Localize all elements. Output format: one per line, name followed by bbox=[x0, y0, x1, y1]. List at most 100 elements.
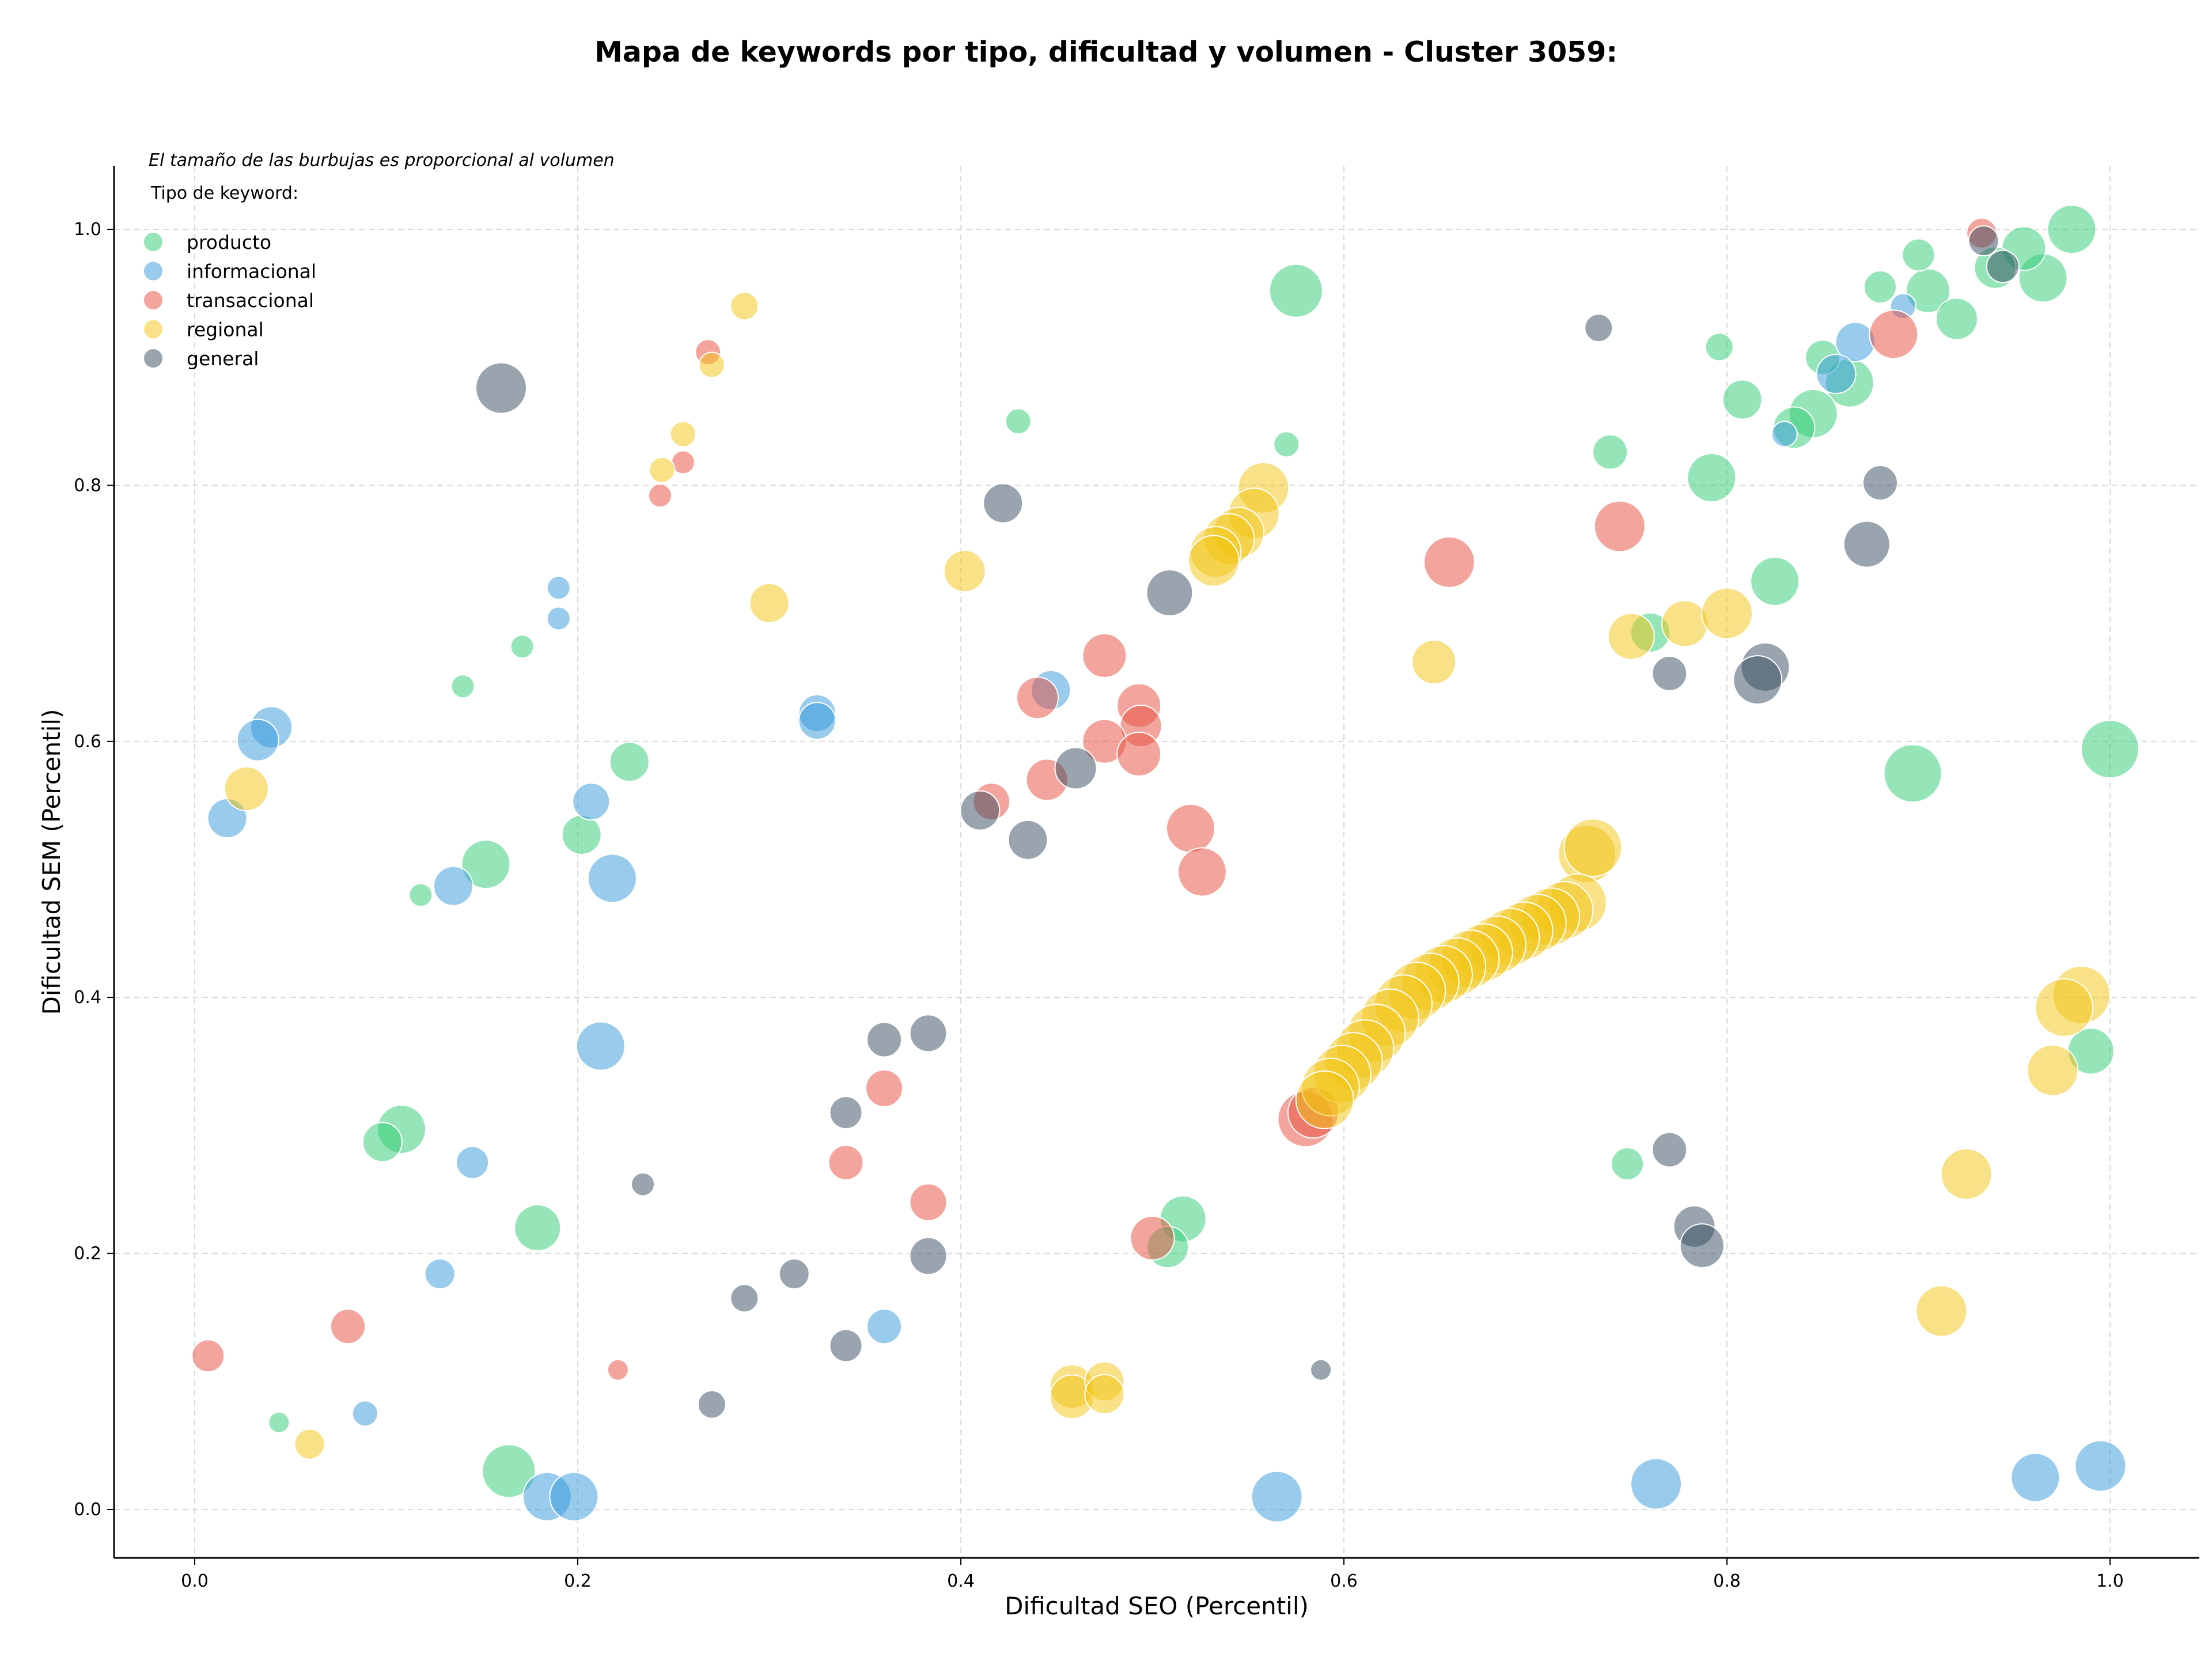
point-transaccional bbox=[909, 1183, 948, 1221]
point-informacional bbox=[456, 1145, 490, 1179]
y-tick-label: 0.2 bbox=[74, 1244, 101, 1264]
point-informacional bbox=[575, 1021, 626, 1071]
point-producto bbox=[1611, 1147, 1645, 1181]
point-general bbox=[829, 1329, 863, 1363]
point-informacional bbox=[1771, 421, 1798, 448]
point-general bbox=[1843, 520, 1891, 568]
point-transaccional bbox=[1130, 1215, 1175, 1261]
point-producto bbox=[1005, 408, 1032, 435]
size-note: El tamaño de las burbujas es proporciona… bbox=[149, 150, 615, 171]
legend-label-producto: producto bbox=[187, 231, 271, 253]
point-general bbox=[1862, 464, 1898, 501]
point-general bbox=[1968, 225, 1999, 256]
point-general bbox=[1310, 1359, 1332, 1381]
point-producto bbox=[362, 1122, 403, 1163]
point-regional bbox=[1563, 818, 1623, 877]
point-general bbox=[631, 1172, 656, 1197]
point-transaccional bbox=[1593, 500, 1646, 553]
point-informacional bbox=[1630, 1458, 1682, 1510]
point-general bbox=[1007, 819, 1048, 860]
point-informacional bbox=[424, 1258, 456, 1290]
grid-lines bbox=[114, 166, 2199, 1558]
point-transaccional bbox=[865, 1069, 903, 1107]
point-producto bbox=[2081, 720, 2139, 779]
point-regional bbox=[2035, 978, 2094, 1037]
legend-label-regional: regional bbox=[187, 319, 264, 341]
legend-marker-transaccional bbox=[143, 290, 164, 311]
point-transaccional bbox=[191, 1339, 225, 1373]
point-general bbox=[909, 1014, 948, 1053]
point-regional bbox=[1084, 1374, 1125, 1415]
point-regional bbox=[1940, 1148, 1993, 1200]
point-producto bbox=[1722, 379, 1763, 420]
point-producto bbox=[1687, 453, 1737, 503]
point-informacional bbox=[587, 853, 637, 903]
point-producto bbox=[1705, 332, 1734, 362]
point-producto bbox=[1273, 431, 1300, 458]
point-general bbox=[829, 1096, 863, 1130]
point-producto bbox=[268, 1411, 290, 1433]
data-points bbox=[191, 205, 2139, 1523]
point-general bbox=[866, 1021, 902, 1058]
point-informacional bbox=[2010, 1452, 2061, 1503]
point-transaccional bbox=[647, 483, 672, 508]
x-tick-label: 1.0 bbox=[2096, 1571, 2124, 1591]
point-informacional bbox=[1816, 354, 1857, 395]
axes bbox=[113, 166, 2199, 1559]
point-informacional bbox=[549, 1471, 599, 1522]
point-general bbox=[1652, 656, 1688, 692]
point-producto bbox=[1902, 238, 1936, 272]
point-producto bbox=[1936, 297, 1978, 340]
y-axis-label: Dificultad SEM (Percentil) bbox=[37, 709, 66, 1015]
point-transaccional bbox=[607, 1359, 629, 1381]
point-general bbox=[778, 1258, 810, 1290]
x-tick-label: 0.4 bbox=[947, 1571, 975, 1591]
point-producto bbox=[1268, 263, 1323, 318]
point-general bbox=[1584, 313, 1613, 343]
point-producto bbox=[514, 1204, 562, 1252]
point-producto bbox=[482, 1444, 536, 1499]
x-tick-label: 0.0 bbox=[181, 1571, 209, 1591]
point-producto bbox=[1592, 434, 1628, 470]
y-tick-label: 1.0 bbox=[74, 220, 101, 240]
point-general bbox=[909, 1237, 948, 1276]
point-regional bbox=[224, 766, 269, 812]
point-regional bbox=[1411, 640, 1457, 685]
point-producto bbox=[1750, 557, 1800, 607]
y-tick-label: 0.6 bbox=[74, 732, 101, 752]
y-tick-label: 0.8 bbox=[74, 475, 101, 495]
y-tick-label: 0.4 bbox=[74, 987, 101, 1008]
point-regional bbox=[649, 456, 676, 483]
point-producto bbox=[450, 674, 475, 699]
point-regional bbox=[730, 292, 759, 321]
point-informacional bbox=[433, 865, 474, 906]
point-transaccional bbox=[1423, 536, 1475, 588]
point-regional bbox=[2027, 1044, 2079, 1096]
point-general bbox=[730, 1284, 759, 1313]
point-transaccional bbox=[1166, 803, 1215, 853]
point-regional bbox=[698, 351, 725, 379]
y-tick-label: 0.0 bbox=[74, 1500, 101, 1520]
point-informacional bbox=[236, 718, 279, 762]
point-producto bbox=[2047, 205, 2097, 254]
point-general bbox=[960, 790, 1001, 831]
point-general bbox=[1146, 569, 1194, 617]
point-producto bbox=[1863, 270, 1897, 304]
point-regional bbox=[1701, 587, 1753, 640]
point-general bbox=[1986, 249, 2020, 283]
point-regional bbox=[294, 1428, 325, 1460]
point-transaccional bbox=[1177, 847, 1227, 897]
ticks: 0.0 0.0 0.2 0.2 0.4 0.4 0.6 0.6 0.8 0.8 1.0 1.0 bbox=[74, 220, 2124, 1591]
point-transaccional bbox=[330, 1308, 366, 1345]
point-producto bbox=[408, 883, 433, 907]
point-regional bbox=[1915, 1285, 1968, 1337]
x-tick-label: 0.8 bbox=[1713, 1571, 1741, 1591]
point-producto bbox=[510, 634, 535, 659]
point-regional bbox=[943, 550, 986, 593]
point-informacional bbox=[572, 782, 611, 821]
point-general bbox=[1679, 1223, 1725, 1269]
point-general bbox=[1733, 655, 1783, 705]
legend-marker-regional bbox=[143, 319, 164, 340]
x-axis-label: Dificultad SEO (Percentil) bbox=[1005, 1592, 1309, 1620]
